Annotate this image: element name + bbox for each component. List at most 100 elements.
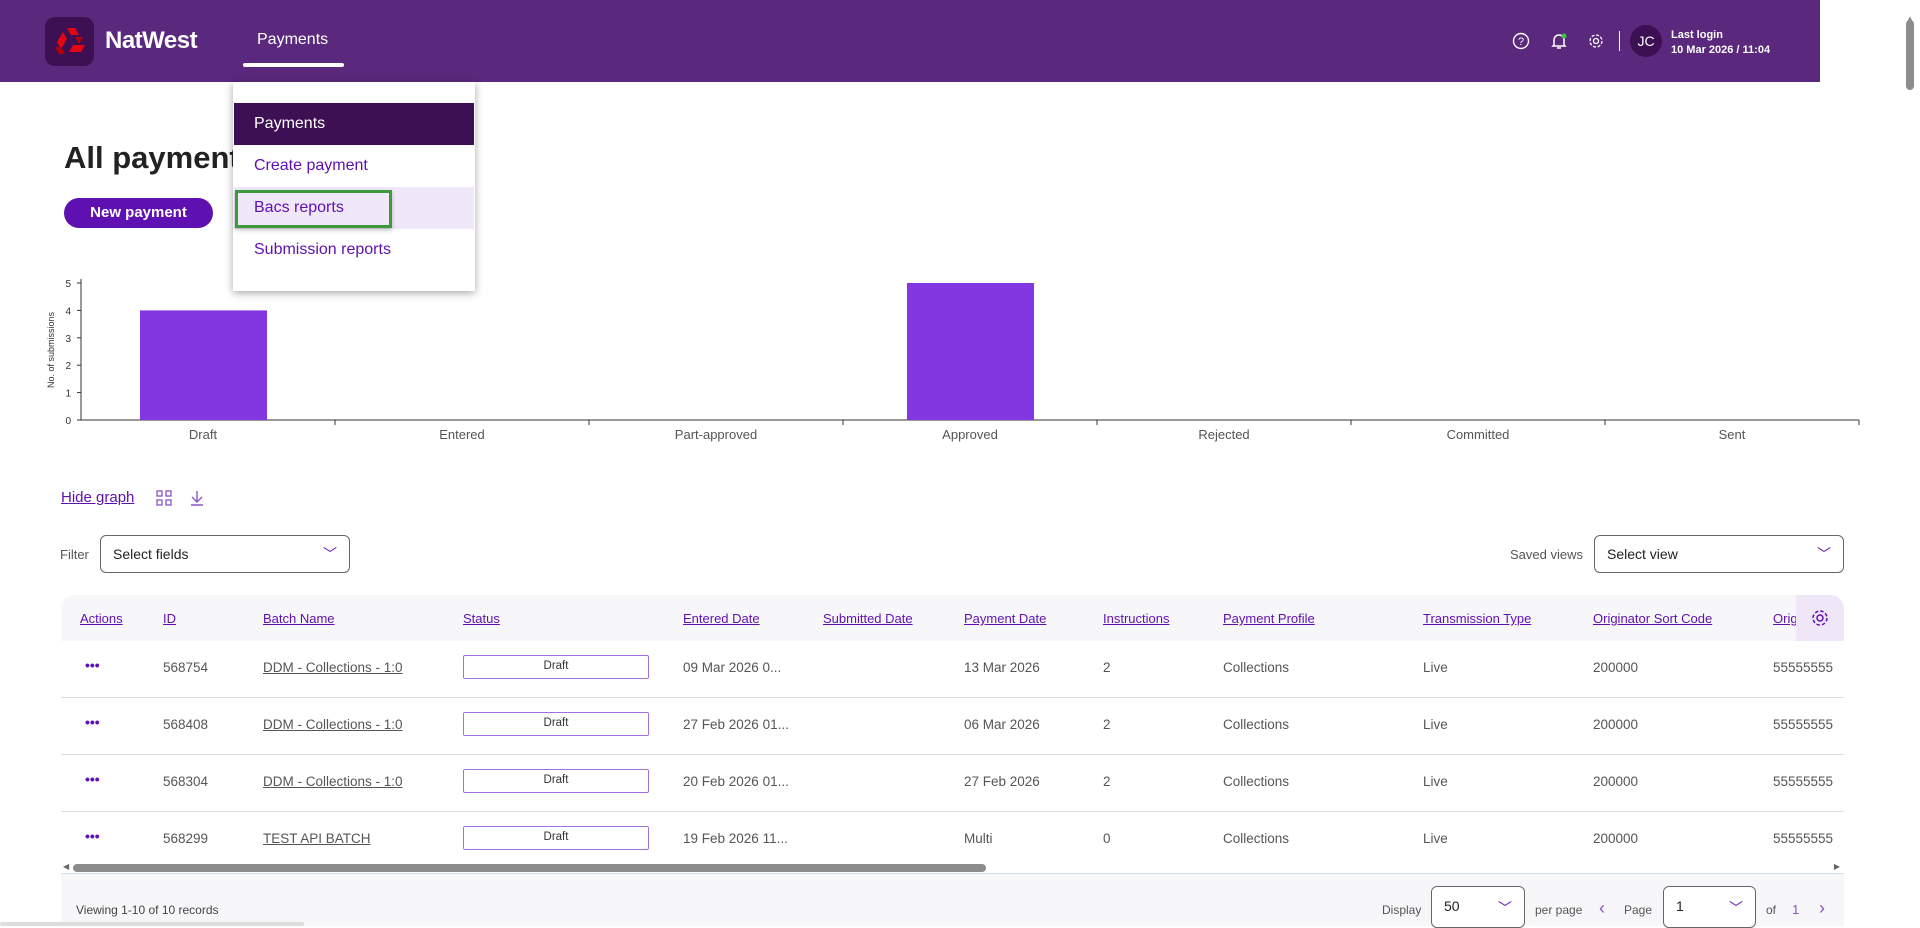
chevron-down-icon: ﹀ <box>1729 900 1743 916</box>
column-header-originator-sort-code[interactable]: Originator Sort Code <box>1593 611 1713 626</box>
cell-instructions: 0 <box>1103 831 1111 846</box>
cell-payment-date: 13 Mar 2026 <box>964 660 1040 675</box>
table-row: ••• 568299 TEST API BATCH Draft 19 Feb 2026 … <box>61 812 1844 869</box>
help-icon[interactable]: ? <box>1510 30 1532 52</box>
column-header-id[interactable]: ID <box>163 611 176 626</box>
horizontal-scrollbar[interactable]: ◀ ▶ <box>61 862 1844 874</box>
page-select[interactable]: 1 ﹀ <box>1663 886 1756 928</box>
column-header-status[interactable]: Status <box>463 611 500 626</box>
header-divider <box>1619 31 1620 51</box>
cell-sort-code: 200000 <box>1593 717 1639 732</box>
menu-item-bacs-reports[interactable]: Bacs reports <box>234 187 474 229</box>
page-value: 1 <box>1676 898 1684 914</box>
cell-transmission: Live <box>1423 774 1448 789</box>
select-fields-dropdown[interactable]: Select fields ﹀ <box>100 535 350 573</box>
menu-item-payments[interactable]: Payments <box>234 103 474 145</box>
cell-batch[interactable]: DDM - Collections - 1:0 <box>263 717 403 732</box>
cell-sort-code: 200000 <box>1593 660 1639 675</box>
table-header: Actions ID Batch Name Status Entered Date Sub… <box>61 595 1844 641</box>
column-header-actions[interactable]: Actions <box>80 611 123 626</box>
cell-id: 568304 <box>163 774 209 789</box>
row-actions-menu-icon[interactable]: ••• <box>85 657 100 673</box>
user-avatar[interactable]: JC <box>1630 25 1662 57</box>
last-login-label: Last login <box>1671 29 1723 41</box>
grid-view-icon[interactable] <box>156 490 172 510</box>
cell-instructions: 2 <box>1103 774 1111 789</box>
last-login-value: 10 Mar 2026 / 11:04 <box>1671 44 1771 56</box>
cell-entered: 27 Feb 2026 01... <box>683 717 789 732</box>
saved-views-dropdown[interactable]: Select view ﹀ <box>1594 535 1844 573</box>
cell-profile: Collections <box>1223 660 1290 675</box>
next-page-icon[interactable]: › <box>1819 898 1825 918</box>
column-header-payment-date[interactable]: Payment Date <box>964 611 1047 626</box>
cell-sort-code: 200000 <box>1593 831 1639 846</box>
row-actions-menu-icon[interactable]: ••• <box>85 714 100 730</box>
column-header-entered-date[interactable]: Entered Date <box>683 611 760 626</box>
row-actions-menu-icon[interactable]: ••• <box>85 828 100 844</box>
menu-item-submission-reports[interactable]: Submission reports <box>254 241 391 258</box>
select-fields-placeholder: Select fields <box>113 546 189 562</box>
new-payment-button[interactable]: New payment <box>64 198 213 228</box>
svg-text:?: ? <box>1518 36 1524 48</box>
menu-item-create-payment[interactable]: Create payment <box>254 157 368 174</box>
per-page-label: per page <box>1535 903 1583 917</box>
y-axis-label: No. of submissions <box>46 311 56 388</box>
y-tick-label: 5 <box>65 279 71 290</box>
cell-profile: Collections <box>1223 831 1290 846</box>
status-badge: Draft <box>463 769 649 793</box>
cell-payment-date: 27 Feb 2026 <box>964 774 1040 789</box>
saved-views-label: Saved views <box>1510 547 1583 562</box>
column-header-submitted-date[interactable]: Submitted Date <box>823 611 913 626</box>
prev-page-icon[interactable]: ‹ <box>1599 898 1605 918</box>
brand-name: NatWest <box>105 27 198 54</box>
cell-transmission: Live <box>1423 717 1448 732</box>
page-horizontal-scrollbar[interactable] <box>0 922 304 926</box>
cell-entered: 19 Feb 2026 11... <box>683 831 788 846</box>
cell-instructions: 2 <box>1103 717 1111 732</box>
per-page-select[interactable]: 50 ﹀ <box>1431 886 1525 928</box>
natwest-logo-icon <box>54 27 85 54</box>
column-header-transmission-type[interactable]: Transmission Type <box>1423 611 1532 626</box>
cell-profile: Collections <box>1223 774 1290 789</box>
last-login: Last login 10 Mar 2026 / 11:04 <box>1671 28 1770 58</box>
cell-entered: 20 Feb 2026 01... <box>683 774 789 789</box>
y-tick-label: 1 <box>65 389 71 400</box>
column-header-instructions[interactable]: Instructions <box>1103 611 1170 626</box>
natwest-logo[interactable] <box>45 17 94 66</box>
x-tick-label: Rejected <box>1198 427 1249 442</box>
cell-payment-date: 06 Mar 2026 <box>964 717 1040 732</box>
y-tick-label: 0 <box>65 416 71 427</box>
filter-label: Filter <box>60 547 89 562</box>
column-settings-gear-icon[interactable] <box>1796 595 1844 641</box>
total-pages[interactable]: 1 <box>1792 902 1800 917</box>
bar-draft <box>140 310 267 420</box>
cell-id: 568754 <box>163 660 209 675</box>
cell-profile: Collections <box>1223 717 1290 732</box>
cell-payment-date: Multi <box>964 831 993 846</box>
page-title: All payments <box>64 140 257 175</box>
column-header-orig[interactable]: Orig <box>1773 611 1798 626</box>
column-header-payment-profile[interactable]: Payment Profile <box>1223 611 1315 626</box>
cell-batch[interactable]: TEST API BATCH <box>263 831 371 846</box>
download-icon[interactable] <box>189 490 205 510</box>
table-row: ••• 568754 DDM - Collections - 1:0 Draft 09 … <box>61 641 1844 698</box>
status-badge: Draft <box>463 655 649 679</box>
cell-sort-code: 200000 <box>1593 774 1639 789</box>
table-row: ••• 568304 DDM - Collections - 1:0 Draft 20 … <box>61 755 1844 812</box>
column-header-batch-name[interactable]: Batch Name <box>263 611 335 626</box>
settings-gear-icon[interactable] <box>1585 30 1607 52</box>
bell-icon[interactable] <box>1548 30 1570 52</box>
cell-orig: 55555555 <box>1773 660 1834 675</box>
vertical-scrollbar[interactable]: ▲ <box>1905 14 1915 674</box>
cell-batch[interactable]: DDM - Collections - 1:0 <box>263 774 403 789</box>
nav-payments[interactable]: Payments <box>257 31 329 48</box>
cell-batch[interactable]: DDM - Collections - 1:0 <box>263 660 403 675</box>
y-tick-label: 3 <box>65 334 71 345</box>
x-tick-label: Part-approved <box>675 427 757 442</box>
y-tick-label: 4 <box>65 306 71 317</box>
chevron-down-icon: ﹀ <box>323 546 337 562</box>
submissions-bar-chart: 0 1 2 3 4 5 No. of submissions Draft Entered Part… <box>46 279 1860 442</box>
chevron-down-icon: ﹀ <box>1498 900 1512 916</box>
hide-graph-link[interactable]: Hide graph <box>61 489 135 506</box>
row-actions-menu-icon[interactable]: ••• <box>85 771 100 787</box>
